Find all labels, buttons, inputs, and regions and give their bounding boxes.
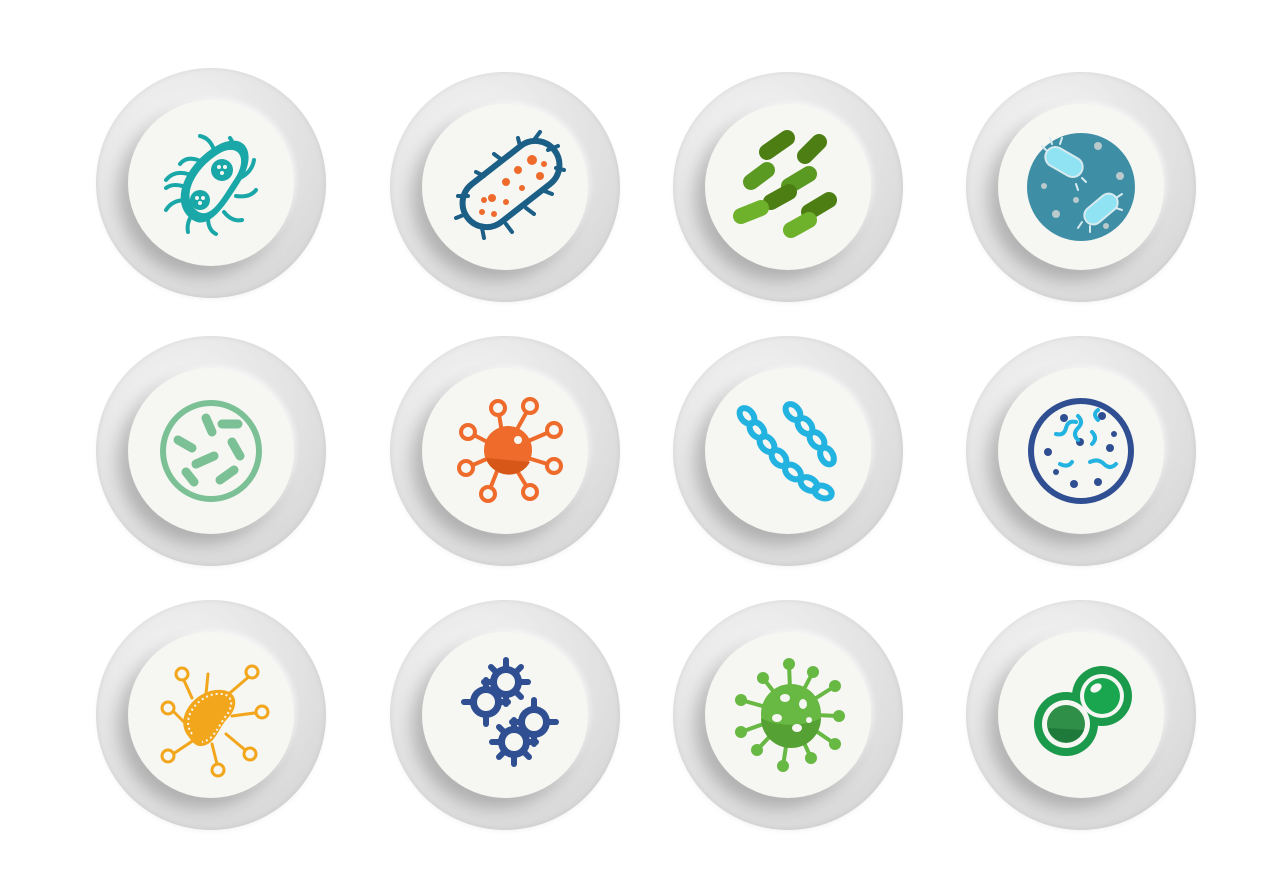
- badge-rod-bacteria-cluster: [673, 72, 903, 302]
- yellow-bacterium-with-spores-icon: [160, 664, 270, 778]
- rod-bacterium-with-spots-icon: [454, 130, 566, 240]
- diplococcus-icon: [1034, 666, 1132, 756]
- badge-green-virus: [673, 600, 903, 830]
- orange-virus-icon: [457, 397, 563, 503]
- badge-chain-bacteria: [673, 336, 903, 566]
- badge-flagellated-bacterium: [96, 68, 326, 298]
- bacteria-in-petri-dish-icon: [1027, 133, 1135, 241]
- flagellated-bacterium-icon: [164, 134, 258, 236]
- badge-yellow-bacterium: [96, 600, 326, 830]
- chain-bacteria-icon: [736, 401, 837, 502]
- badge-rod-bacteria-circle: [96, 336, 326, 566]
- gear-cells-icon: [461, 657, 559, 767]
- badge-bacteria-petri-dish: [966, 72, 1196, 302]
- badge-diplococcus: [966, 600, 1196, 830]
- badge-gear-cells: [390, 600, 620, 830]
- badge-rod-bacterium-spots: [390, 72, 620, 302]
- rod-bacteria-cluster-icon: [733, 130, 837, 238]
- spirilla-circle-icon: [1028, 398, 1134, 504]
- green-virus-icon: [735, 658, 845, 772]
- badge-orange-virus: [390, 336, 620, 566]
- badge-spirilla-circle: [966, 336, 1196, 566]
- rod-bacteria-circle-icon: [160, 400, 262, 502]
